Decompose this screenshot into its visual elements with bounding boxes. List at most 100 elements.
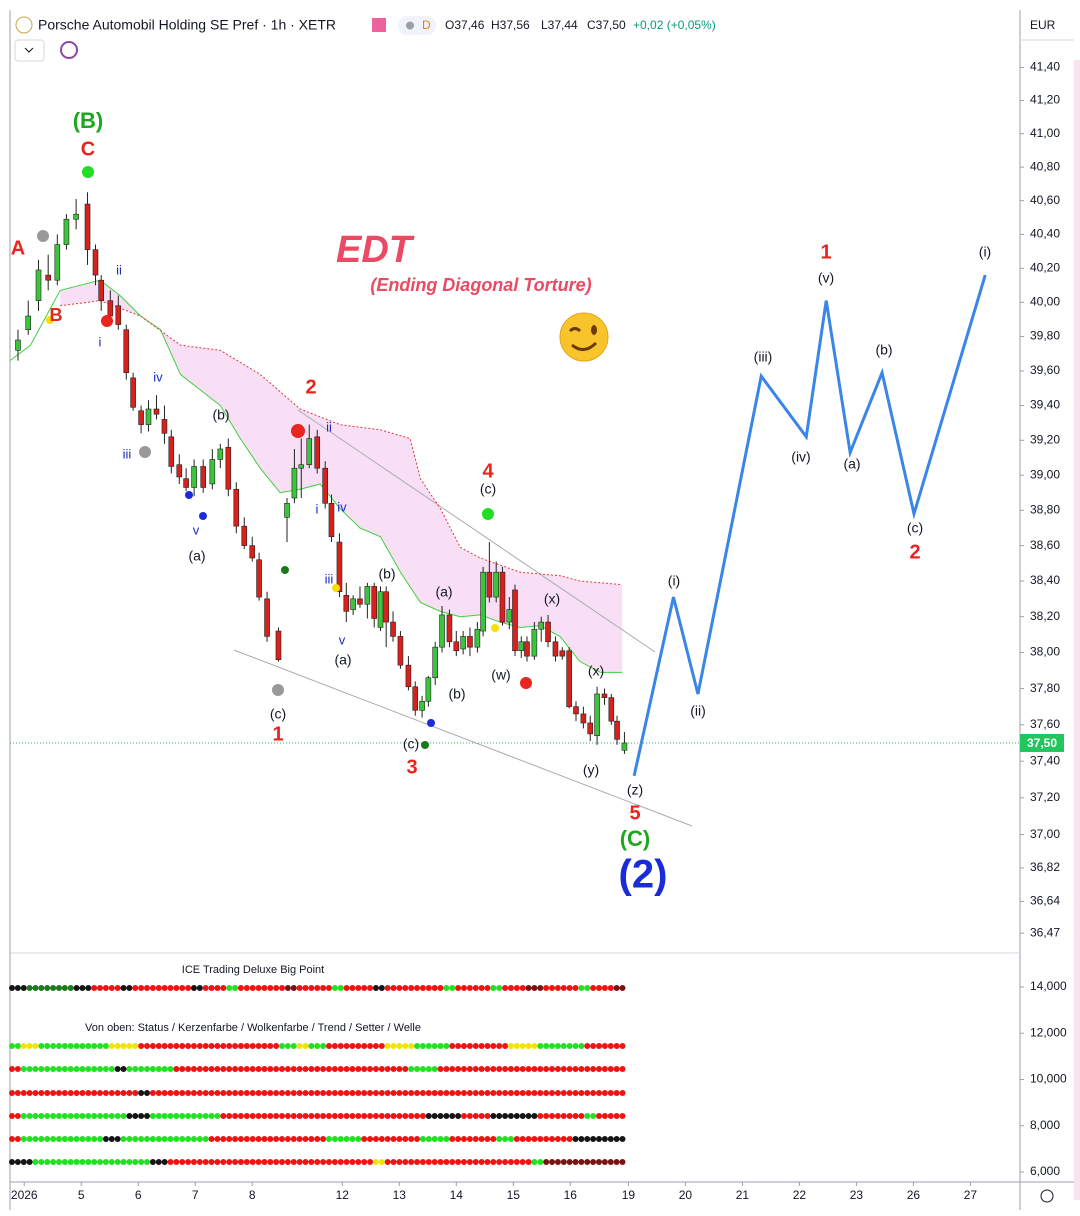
status-dot (120, 1113, 127, 1119)
status-dot (126, 1066, 133, 1072)
status-dot (560, 1159, 567, 1165)
status-dot (355, 1136, 362, 1142)
status-dot (566, 1136, 573, 1142)
status-dot (419, 1043, 426, 1049)
status-dot (185, 1136, 192, 1142)
candle-body (233, 488, 240, 527)
status-dot (320, 1066, 327, 1072)
status-dot (296, 1043, 303, 1049)
status-dot (572, 1113, 579, 1119)
status-dot (279, 1159, 286, 1165)
status-dot (38, 985, 45, 991)
x-tick-label: 16 (564, 1188, 578, 1202)
status-dot (290, 1043, 297, 1049)
status-dot (560, 985, 567, 991)
status-dot (167, 1043, 174, 1049)
candle-body (25, 315, 32, 331)
status-dot (120, 1136, 127, 1142)
status-dot (79, 1136, 86, 1142)
status-dot (414, 1090, 421, 1096)
status-dot (132, 1113, 139, 1119)
status-dot (261, 1043, 268, 1049)
status-dot (584, 1136, 591, 1142)
y-tick-label: 36,64 (1030, 894, 1060, 908)
status-dot (202, 1159, 209, 1165)
status-dot (9, 1066, 15, 1072)
candle-body (531, 628, 538, 657)
status-dot (472, 1159, 479, 1165)
x-tick-label: 8 (249, 1188, 256, 1202)
candle-body (350, 598, 356, 610)
status-dot (296, 1090, 303, 1096)
wave-label: (c) (403, 736, 419, 752)
wave-label: (y) (583, 762, 599, 778)
status-dot (513, 1043, 520, 1049)
status-dot (220, 1136, 227, 1142)
status-dot (185, 1043, 192, 1049)
status-dot (408, 1159, 415, 1165)
status-dot (79, 1090, 86, 1096)
status-dot (196, 1136, 203, 1142)
status-dot (237, 985, 244, 991)
status-dot (314, 1159, 321, 1165)
candle-body (54, 244, 61, 281)
wave-label: (Ending Diagonal Torture) (370, 275, 591, 295)
status-dot (314, 1136, 321, 1142)
status-dot (331, 1113, 338, 1119)
collapse-button[interactable] (14, 39, 45, 62)
candle-body (138, 410, 144, 425)
status-dot (120, 1043, 127, 1049)
wave-label: (a) (435, 584, 452, 600)
status-dot (584, 1159, 591, 1165)
status-dot (613, 985, 620, 991)
status-dot (179, 1159, 186, 1165)
status-dot (44, 1113, 51, 1119)
status-dot (519, 1090, 526, 1096)
y-tick-label: 37,60 (1030, 717, 1060, 731)
settings-icon[interactable] (1040, 1189, 1054, 1203)
status-dot (396, 1136, 403, 1142)
status-dot (496, 985, 503, 991)
wave-label: 5 (629, 802, 640, 824)
status-dot (349, 1136, 356, 1142)
status-dot (26, 1090, 33, 1096)
status-dot (325, 1159, 332, 1165)
status-dot (349, 1090, 356, 1096)
status-dot (132, 1159, 139, 1165)
status-dot (384, 1159, 391, 1165)
status-dot (554, 1113, 561, 1119)
status-dot (596, 1090, 602, 1096)
status-dot (355, 1090, 362, 1096)
candle-body (298, 464, 305, 469)
status-dot (237, 1090, 244, 1096)
candle-body (446, 614, 453, 643)
status-dot (208, 1136, 215, 1142)
status-dot (20, 1136, 27, 1142)
status-dot (472, 1113, 479, 1119)
signal-marker (491, 624, 499, 632)
status-dot (114, 1043, 121, 1049)
signal-marker (82, 166, 94, 178)
candle-body (377, 591, 384, 628)
status-dot (67, 985, 74, 991)
panel-subtitle: Von oben: Status / Kerzenfarbe / Wolkenf… (85, 1022, 421, 1034)
indicator-icon[interactable] (60, 41, 78, 59)
status-dot (196, 1043, 203, 1049)
status-dot (26, 1043, 33, 1049)
signal-marker (46, 316, 54, 324)
candle-body (512, 589, 518, 652)
status-dot (190, 1113, 197, 1119)
status-dot (513, 1136, 520, 1142)
x-tick-label: 2026 (11, 1188, 38, 1202)
y-tick-label: 40,60 (1030, 193, 1060, 207)
wave-label: (b) (212, 407, 229, 423)
trend-line (297, 409, 656, 653)
flag-icon[interactable] (372, 18, 386, 32)
status-dot (50, 985, 57, 991)
status-dot (85, 1113, 92, 1119)
status-dot (361, 1090, 368, 1096)
status-dot (243, 1136, 250, 1142)
status-dot (408, 1090, 415, 1096)
candle-body (486, 571, 493, 598)
status-dot (55, 1066, 62, 1072)
